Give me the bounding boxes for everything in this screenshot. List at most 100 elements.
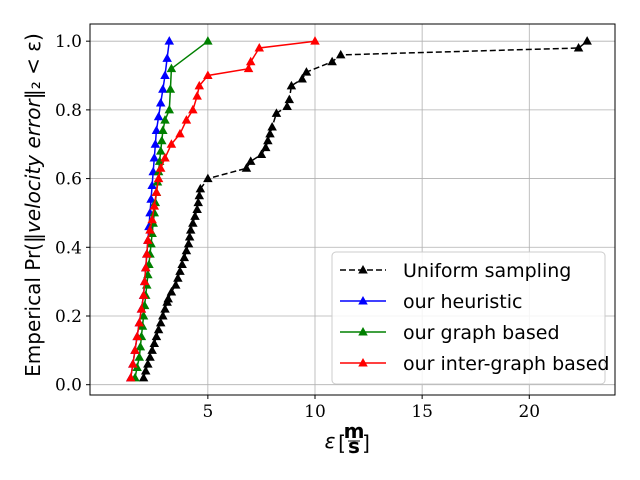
data-point (245, 56, 256, 66)
data-point (132, 331, 142, 341)
data-point (193, 197, 203, 207)
data-point (151, 125, 162, 134)
x-axis-label: ε [ m s ] (325, 419, 370, 458)
y-axis-label-suffix: ‖₂ < ε) (21, 33, 45, 99)
y-axis-label-prefix: Emperical Pr(‖ (21, 233, 45, 377)
data-point (183, 238, 194, 248)
data-point (582, 36, 592, 45)
data-point (128, 359, 138, 368)
data-point (188, 104, 198, 114)
y-tick-label: 0.6 (55, 170, 82, 190)
data-point (297, 73, 307, 83)
data-point (155, 98, 166, 107)
data-point (154, 156, 165, 165)
data-point (192, 91, 202, 100)
data-point (175, 266, 185, 275)
data-point (170, 280, 181, 289)
y-tick-label: 0.0 (55, 376, 82, 396)
data-point (142, 249, 152, 258)
data-point (166, 139, 177, 148)
series-1 (138, 36, 592, 382)
data-point (146, 194, 156, 203)
data-point (190, 211, 200, 220)
data-point (263, 135, 273, 145)
data-point (265, 128, 275, 138)
data-point (286, 80, 297, 90)
series-4 (125, 36, 320, 382)
y-tick-label: 0.2 (55, 307, 82, 327)
legend-box (331, 251, 606, 385)
data-point (179, 252, 190, 262)
data-point (327, 56, 337, 66)
data-point (282, 101, 292, 110)
data-point (158, 84, 168, 93)
legend-label: our graph based (403, 322, 560, 344)
data-point (160, 115, 170, 124)
legend-marker (358, 265, 368, 274)
data-point (284, 94, 295, 104)
series-layer (125, 36, 592, 382)
data-point (310, 36, 320, 45)
data-point (138, 372, 149, 382)
data-point (166, 286, 177, 296)
data-point (163, 293, 173, 303)
data-point (149, 152, 160, 162)
data-point (155, 163, 166, 172)
data-point (140, 262, 151, 272)
x-tick-label: 15 (411, 402, 433, 422)
data-point (147, 214, 157, 224)
data-point (164, 104, 175, 114)
data-point (135, 341, 146, 351)
y-axis-label: Emperical Pr(‖velocity error‖₂ < ε) (21, 33, 45, 377)
legend-entry: our inter-graph based (340, 353, 609, 375)
data-point (181, 245, 192, 255)
data-point (151, 331, 162, 341)
data-point (241, 163, 252, 172)
data-point (160, 152, 170, 162)
data-point (138, 310, 149, 320)
data-point (166, 63, 177, 73)
data-point (150, 139, 161, 148)
legend-label: our inter-graph based (403, 353, 609, 375)
data-point (173, 273, 183, 282)
data-point (256, 149, 267, 159)
data-point (203, 173, 213, 183)
data-point (145, 225, 155, 234)
x-axis-label-symbol: ε (325, 429, 336, 453)
data-point (175, 128, 185, 138)
y-tick-label: 0.8 (55, 101, 82, 121)
data-point (138, 290, 149, 299)
data-point (143, 235, 153, 244)
data-point (139, 276, 150, 286)
data-point (147, 180, 157, 189)
data-point (130, 345, 140, 354)
data-point (260, 142, 271, 152)
data-point (177, 259, 187, 268)
data-point (151, 187, 162, 196)
data-point (184, 231, 195, 241)
data-point (185, 225, 196, 234)
x-tick-label: 10 (304, 402, 326, 422)
data-point (134, 352, 145, 361)
x-axis-label-unit-denominator: s (348, 434, 360, 458)
legend-entry: our graph based (340, 322, 560, 344)
data-point (194, 80, 205, 90)
data-point (153, 173, 164, 183)
data-point (158, 310, 168, 320)
data-point (271, 108, 282, 117)
legend-marker (358, 358, 368, 367)
data-point (125, 372, 136, 382)
data-point (140, 365, 151, 375)
legend-label: our heuristic (403, 291, 522, 313)
data-point (195, 183, 206, 193)
data-point (136, 304, 147, 313)
data-point (155, 146, 166, 155)
x-tick-label: 5 (202, 402, 213, 422)
data-point (147, 345, 157, 354)
legend-entry: Uniform sampling (340, 260, 571, 282)
data-point (143, 359, 153, 368)
x-axis-label-unit-numerator: m (344, 419, 365, 443)
legend: Uniform sampling our heuristic our graph b… (331, 251, 609, 385)
y-tick-label: 1.0 (55, 32, 82, 52)
